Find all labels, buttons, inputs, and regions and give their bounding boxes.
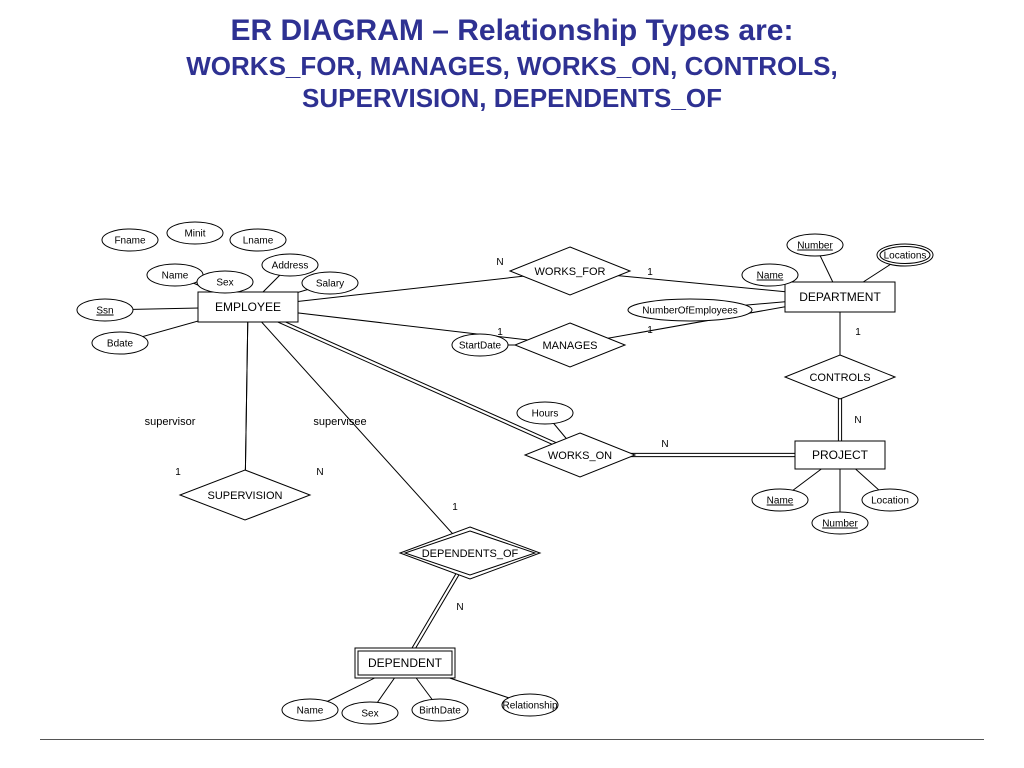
- title-block: ER DIAGRAM – Relationship Types are: WOR…: [0, 0, 1024, 115]
- svg-text:N: N: [854, 415, 861, 426]
- svg-text:DEPARTMENT: DEPARTMENT: [799, 290, 881, 304]
- svg-text:Salary: Salary: [316, 278, 344, 289]
- svg-text:DEPENDENT: DEPENDENT: [368, 656, 443, 670]
- svg-text:N: N: [661, 439, 668, 450]
- svg-text:Relationship: Relationship: [502, 700, 557, 711]
- svg-text:BirthDate: BirthDate: [419, 705, 461, 716]
- svg-text:Bdate: Bdate: [107, 338, 134, 349]
- svg-text:MANAGES: MANAGES: [542, 340, 597, 352]
- svg-text:Address: Address: [272, 260, 309, 271]
- svg-text:N: N: [496, 257, 503, 268]
- svg-text:1: 1: [647, 325, 653, 336]
- svg-text:Name: Name: [162, 270, 189, 281]
- svg-text:Sex: Sex: [361, 708, 378, 719]
- svg-text:Name: Name: [297, 705, 324, 716]
- svg-text:Location: Location: [871, 495, 909, 506]
- svg-text:N: N: [456, 602, 463, 613]
- er-diagram: N111N1N1N1supervisorNsuperviseeEMPLOYEED…: [0, 115, 1024, 755]
- svg-text:CONTROLS: CONTROLS: [809, 372, 870, 384]
- svg-text:Sex: Sex: [216, 277, 233, 288]
- svg-text:Minit: Minit: [184, 228, 205, 239]
- svg-text:Hours: Hours: [532, 408, 559, 419]
- svg-text:1: 1: [452, 502, 458, 513]
- svg-text:N: N: [316, 467, 323, 478]
- svg-text:SUPERVISION: SUPERVISION: [208, 490, 283, 502]
- er-diagram-svg: N111N1N1N1supervisorNsuperviseeEMPLOYEED…: [0, 115, 1024, 755]
- svg-text:EMPLOYEE: EMPLOYEE: [215, 300, 281, 314]
- svg-text:WORKS_ON: WORKS_ON: [548, 450, 612, 462]
- svg-text:supervisee: supervisee: [313, 416, 366, 428]
- svg-text:Ssn: Ssn: [96, 305, 113, 316]
- title-line-2: WORKS_FOR, MANAGES, WORKS_ON, CONTROLS,: [0, 50, 1024, 83]
- svg-text:Number: Number: [797, 240, 833, 251]
- svg-text:1: 1: [855, 327, 861, 338]
- svg-text:Name: Name: [767, 495, 794, 506]
- svg-text:NumberOfEmployees: NumberOfEmployees: [642, 305, 738, 316]
- svg-text:Fname: Fname: [114, 235, 146, 246]
- svg-text:DEPENDENTS_OF: DEPENDENTS_OF: [422, 548, 519, 560]
- svg-text:WORKS_FOR: WORKS_FOR: [535, 266, 606, 278]
- svg-text:Lname: Lname: [243, 235, 274, 246]
- title-line-1: ER DIAGRAM – Relationship Types are:: [0, 12, 1024, 50]
- svg-text:PROJECT: PROJECT: [812, 448, 869, 462]
- svg-text:1: 1: [175, 467, 181, 478]
- svg-text:1: 1: [647, 267, 653, 278]
- svg-text:supervisor: supervisor: [145, 416, 196, 428]
- svg-text:Locations: Locations: [884, 250, 927, 261]
- svg-text:StartDate: StartDate: [459, 340, 502, 351]
- title-line-3: SUPERVISION, DEPENDENTS_OF: [0, 82, 1024, 115]
- svg-text:Number: Number: [822, 518, 858, 529]
- svg-text:Name: Name: [757, 270, 784, 281]
- footer-divider: [40, 739, 984, 740]
